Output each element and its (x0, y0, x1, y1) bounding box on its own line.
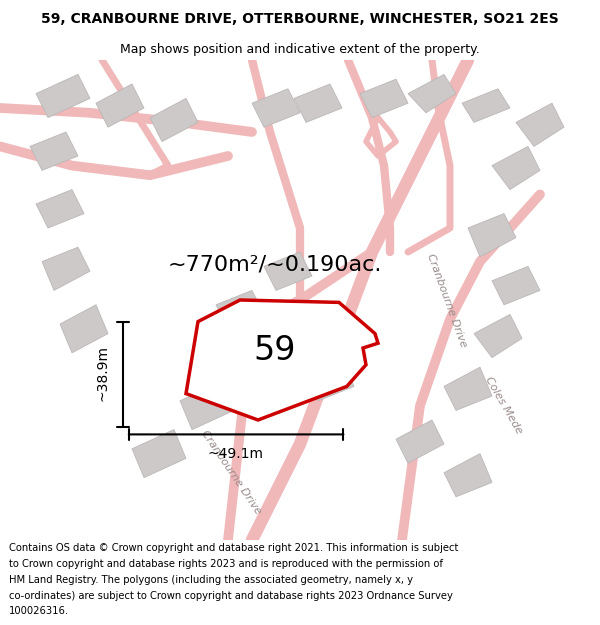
Polygon shape (264, 252, 312, 291)
Polygon shape (462, 89, 510, 122)
Text: Contains OS data © Crown copyright and database right 2021. This information is : Contains OS data © Crown copyright and d… (9, 543, 458, 553)
Text: 59, CRANBOURNE DRIVE, OTTERBOURNE, WINCHESTER, SO21 2ES: 59, CRANBOURNE DRIVE, OTTERBOURNE, WINCH… (41, 12, 559, 26)
Polygon shape (60, 305, 108, 352)
Text: ~38.9m: ~38.9m (95, 345, 109, 401)
Text: ~49.1m: ~49.1m (208, 448, 264, 461)
Polygon shape (150, 98, 198, 142)
Polygon shape (42, 248, 90, 291)
Polygon shape (186, 300, 378, 420)
Text: HM Land Registry. The polygons (including the associated geometry, namely x, y: HM Land Registry. The polygons (includin… (9, 575, 413, 585)
Polygon shape (216, 291, 264, 329)
Text: co-ordinates) are subject to Crown copyright and database rights 2023 Ordnance S: co-ordinates) are subject to Crown copyr… (9, 591, 453, 601)
Polygon shape (252, 89, 300, 127)
Text: Coles Mede: Coles Mede (484, 375, 524, 436)
Text: Cranbourne Drive: Cranbourne Drive (425, 252, 469, 348)
Polygon shape (306, 357, 354, 401)
Polygon shape (132, 429, 186, 478)
Polygon shape (408, 74, 456, 112)
Polygon shape (294, 84, 342, 122)
Text: Cranbourne Drive: Cranbourne Drive (199, 429, 263, 517)
Polygon shape (360, 79, 408, 118)
Text: 100026316.: 100026316. (9, 606, 69, 616)
Text: 59: 59 (254, 334, 296, 367)
Polygon shape (396, 420, 444, 463)
Polygon shape (234, 343, 282, 386)
Polygon shape (444, 368, 492, 411)
Polygon shape (36, 74, 90, 118)
Polygon shape (516, 103, 564, 146)
Text: to Crown copyright and database rights 2023 and is reproduced with the permissio: to Crown copyright and database rights 2… (9, 559, 443, 569)
Polygon shape (444, 454, 492, 497)
Polygon shape (492, 266, 540, 305)
Polygon shape (96, 84, 144, 127)
Polygon shape (36, 189, 84, 228)
Polygon shape (180, 382, 234, 429)
Polygon shape (30, 132, 78, 171)
Polygon shape (474, 314, 522, 358)
Polygon shape (492, 146, 540, 189)
Polygon shape (468, 214, 516, 257)
Text: ~770m²/~0.190ac.: ~770m²/~0.190ac. (168, 254, 382, 274)
Text: Map shows position and indicative extent of the property.: Map shows position and indicative extent… (120, 43, 480, 56)
